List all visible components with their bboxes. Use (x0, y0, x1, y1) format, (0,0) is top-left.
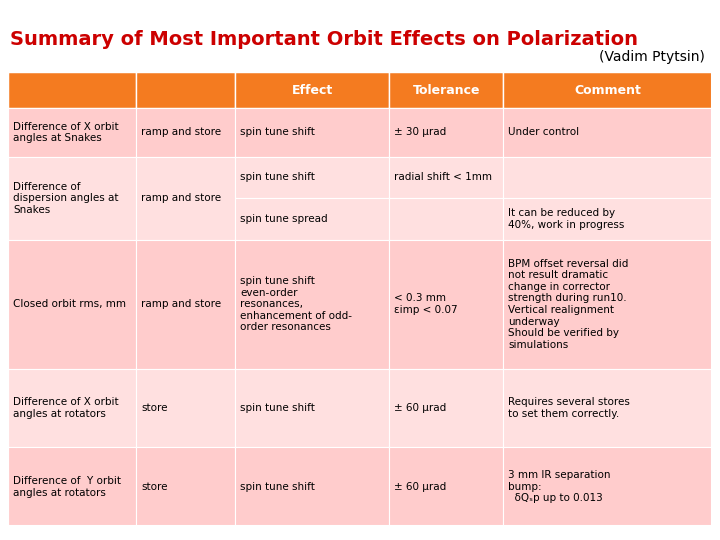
Text: spin tune spread: spin tune spread (240, 214, 328, 224)
Text: < 0.3 mm
εimp < 0.07: < 0.3 mm εimp < 0.07 (395, 293, 458, 315)
Bar (136, 157, 235, 240)
Bar (136, 108, 235, 157)
Bar (8, 72, 712, 526)
Bar (503, 240, 712, 369)
Bar (235, 240, 390, 369)
Bar (503, 157, 712, 198)
Text: BPM offset reversal did
not result dramatic
change in corrector
strength during : BPM offset reversal did not result drama… (508, 259, 629, 350)
Text: Effect: Effect (292, 84, 333, 97)
Text: Difference of X orbit
angles at Snakes: Difference of X orbit angles at Snakes (13, 122, 119, 143)
Text: ± 60 μrad: ± 60 μrad (395, 403, 446, 413)
Bar (503, 448, 712, 526)
Text: Requires several stores
to set them correctly.: Requires several stores to set them corr… (508, 397, 630, 419)
Bar (8, 369, 136, 448)
Bar (136, 448, 235, 526)
Bar (235, 72, 390, 108)
Bar (503, 198, 712, 240)
Text: Under control: Under control (508, 127, 579, 137)
Text: Comment: Comment (574, 84, 641, 97)
Text: ramp and store: ramp and store (141, 193, 222, 203)
Text: 3 mm IR separation
bump:
  δQₛp up to 0.013: 3 mm IR separation bump: δQₛp up to 0.01… (508, 470, 611, 503)
Bar (8, 72, 136, 108)
Text: spin tune shift: spin tune shift (240, 403, 315, 413)
Bar (390, 157, 503, 198)
Bar (503, 369, 712, 448)
Text: store: store (141, 482, 168, 492)
Bar (390, 240, 503, 369)
Text: ramp and store: ramp and store (141, 127, 222, 137)
Text: ± 30 μrad: ± 30 μrad (395, 127, 446, 137)
Bar (235, 369, 390, 448)
Text: spin tune shift: spin tune shift (240, 482, 315, 492)
Text: spin tune shift: spin tune shift (240, 127, 315, 137)
Text: (Vadim Ptytsin): (Vadim Ptytsin) (599, 50, 705, 64)
Bar (503, 72, 712, 108)
Text: Difference of
dispersion angles at
Snakes: Difference of dispersion angles at Snake… (13, 181, 119, 215)
Text: ± 60 μrad: ± 60 μrad (395, 482, 446, 492)
Text: Difference of  Y orbit
angles at rotators: Difference of Y orbit angles at rotators (13, 476, 121, 497)
Text: store: store (141, 403, 168, 413)
Bar (8, 108, 136, 157)
Text: It can be reduced by
40%, work in progress: It can be reduced by 40%, work in progre… (508, 208, 624, 230)
Text: Summary of Most Important Orbit Effects on Polarization: Summary of Most Important Orbit Effects … (10, 30, 638, 49)
Bar (136, 72, 235, 108)
Bar (390, 448, 503, 526)
Bar (390, 72, 503, 108)
Text: ramp and store: ramp and store (141, 299, 222, 309)
Bar (235, 448, 390, 526)
Bar (8, 157, 136, 240)
Bar (235, 108, 390, 157)
Bar (390, 198, 503, 240)
Text: radial shift < 1mm: radial shift < 1mm (395, 172, 492, 183)
Bar (136, 240, 235, 369)
Bar (136, 369, 235, 448)
Text: Tolerance: Tolerance (413, 84, 480, 97)
Text: Difference of X orbit
angles at rotators: Difference of X orbit angles at rotators (13, 397, 119, 419)
Bar (503, 108, 712, 157)
Bar (235, 157, 390, 198)
Bar (235, 198, 390, 240)
Bar (390, 369, 503, 448)
Text: spin tune shift
even-order
resonances,
enhancement of odd-
order resonances: spin tune shift even-order resonances, e… (240, 276, 352, 333)
Bar (390, 108, 503, 157)
Text: spin tune shift: spin tune shift (240, 172, 315, 183)
Bar (8, 448, 136, 526)
Bar (8, 240, 136, 369)
Text: Closed orbit rms, mm: Closed orbit rms, mm (13, 299, 126, 309)
